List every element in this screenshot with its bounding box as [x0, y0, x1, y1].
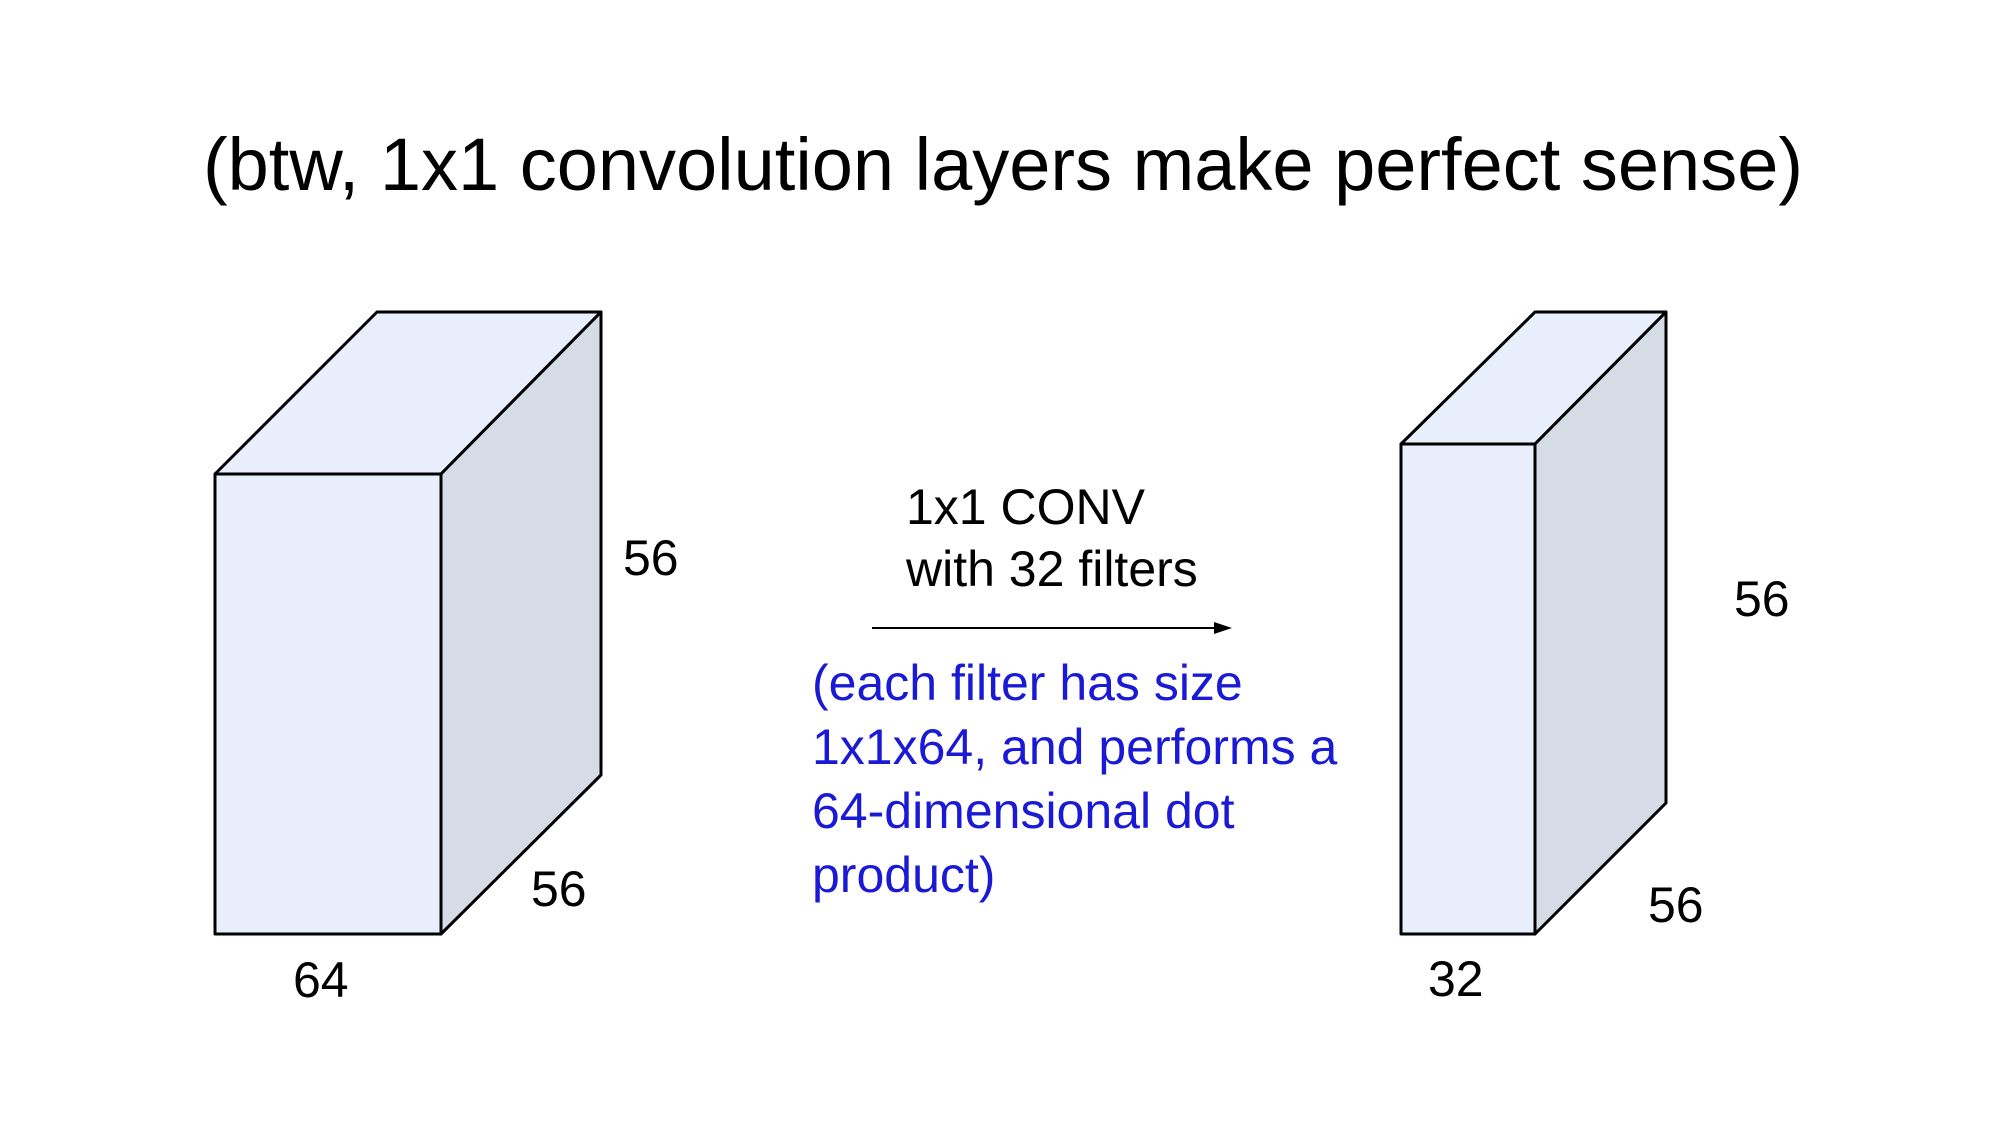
output-depth-label: 32: [1428, 951, 1484, 1007]
output-width-label: 56: [1648, 877, 1704, 933]
input-volume-front-face: [213, 472, 443, 936]
filter-note-line1: (each filter has size: [812, 655, 1243, 711]
output-height-label: 56: [1734, 571, 1790, 627]
operation-label-line2: with 32 filters: [905, 541, 1198, 597]
input-height-label: 56: [623, 530, 679, 586]
operation-label-line1: 1x1 CONV: [906, 479, 1146, 535]
output-volume: [1399, 310, 1668, 936]
filter-note-line3: 64-dimensional dot: [812, 783, 1235, 839]
input-volume: [213, 310, 603, 936]
output-volume-front-face: [1399, 442, 1537, 936]
filter-note-line2: 1x1x64, and performs a: [812, 719, 1337, 775]
slide-title: (btw, 1x1 convolution layers make perfec…: [203, 123, 1803, 206]
input-depth-label: 64: [293, 952, 349, 1008]
arrow-icon: [872, 622, 1232, 634]
filter-note-line4: product): [812, 847, 995, 903]
input-width-label: 56: [531, 861, 587, 917]
